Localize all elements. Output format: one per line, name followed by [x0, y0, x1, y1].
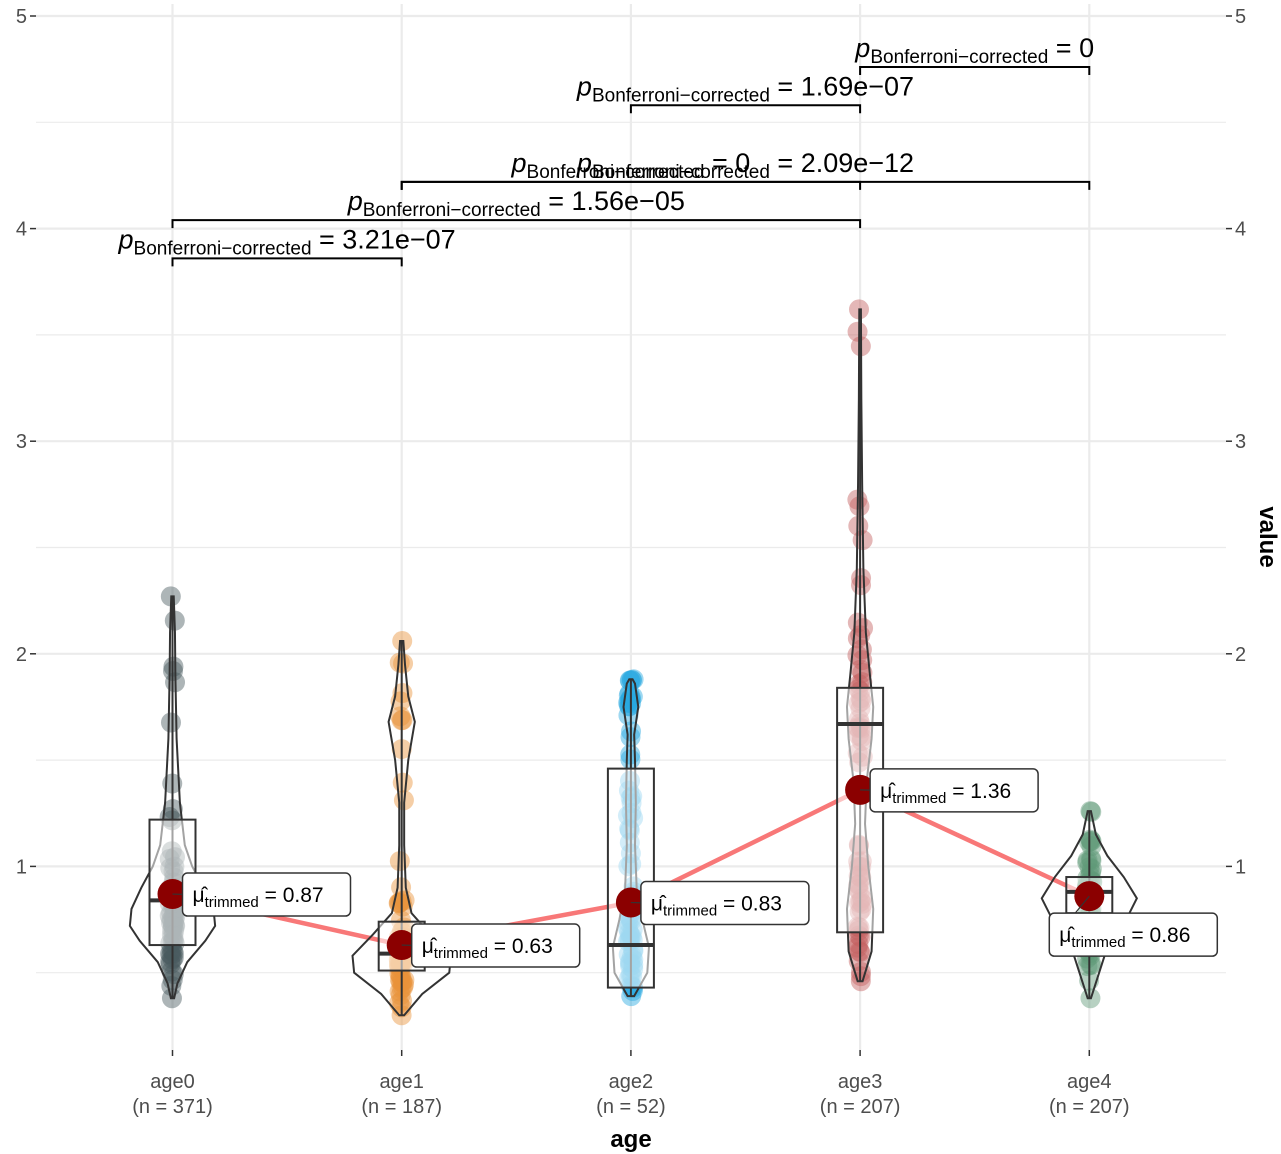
left-y-tick-label: 2 — [16, 644, 27, 666]
bracket-line — [171, 257, 403, 267]
trimmed-mean-labels: μ̂trimmed = 0.87 μ̂trimmed = 0.63 μ̂trimme… — [172, 768, 1219, 968]
right-y-tick-label: 3 — [1235, 431, 1246, 453]
y-axis-title: value — [1254, 506, 1281, 567]
trimmed-mean-label-age1: μ̂trimmed = 0.63 — [401, 923, 581, 968]
data-point — [389, 969, 410, 990]
data-point — [1077, 852, 1098, 873]
bracket-age0-age3: pBonferroni−corrected = 1.56e−05 — [171, 186, 862, 229]
data-point — [1077, 956, 1098, 977]
data-point — [619, 670, 640, 691]
data-point — [394, 974, 415, 995]
bracket-label: pBonferroni−corrected = 1.69e−07 — [576, 71, 914, 106]
data-point — [847, 937, 868, 958]
label-text: μ̂trimmed = 1.36 — [880, 780, 1011, 807]
label-text: μ̂trimmed = 0.63 — [422, 935, 553, 962]
data-point — [160, 953, 181, 974]
axes: 1 1 2 2 3 3 4 4 5 5 age0 (n = 371) age1 (n = 187) age2… — [16, 6, 1246, 1118]
groups — [128, 299, 1139, 1026]
x-tick-label: age0 — [150, 1071, 195, 1093]
data-point — [1081, 836, 1102, 857]
data-point — [392, 896, 413, 917]
bracket-line — [629, 104, 862, 114]
x-axis-title: age — [610, 1126, 651, 1153]
right-y-tick-label: 1 — [1235, 856, 1246, 878]
x-tick-count: (n = 371) — [132, 1096, 213, 1118]
data-point — [389, 981, 410, 1002]
group-age0 — [128, 586, 217, 1009]
x-tick-label: age3 — [838, 1071, 883, 1093]
x-tick-count: (n = 207) — [1049, 1096, 1130, 1118]
data-point — [390, 706, 411, 727]
trimmed-mean-label-age2: μ̂trimmed = 0.83 — [630, 880, 810, 926]
left-y-tick-label: 1 — [16, 856, 27, 878]
bracket-line — [859, 66, 1091, 76]
left-y-tick-label: 3 — [16, 431, 27, 453]
data-point — [393, 977, 414, 998]
right-y-tick-label: 5 — [1235, 6, 1246, 28]
bracket-age3-age4: pBonferroni−corrected = 0 — [854, 33, 1094, 76]
bracket-age2-age3: pBonferroni−corrected = 1.69e−07 — [576, 71, 914, 114]
x-tick-count: (n = 187) — [361, 1096, 442, 1118]
data-point — [847, 321, 868, 342]
data-point — [1081, 858, 1102, 879]
data-point — [853, 618, 874, 639]
group-age2 — [606, 669, 655, 1007]
label-text: μ̂trimmed = 0.86 — [1059, 924, 1190, 951]
label-box — [1048, 912, 1219, 957]
x-tick-count: (n = 52) — [596, 1096, 665, 1118]
data-point — [163, 947, 184, 968]
data-point — [160, 712, 181, 733]
label-box — [640, 880, 810, 926]
right-y-tick-label: 2 — [1235, 644, 1246, 666]
data-point — [847, 612, 868, 633]
data-point — [848, 934, 869, 955]
data-point — [1081, 850, 1102, 871]
bracket-label: pBonferroni−corrected = 1.56e−05 — [347, 186, 685, 221]
left-y-tick-label: 5 — [16, 6, 27, 28]
label-box — [869, 768, 1039, 813]
group-age4 — [1040, 801, 1139, 1009]
label-box — [181, 872, 352, 917]
data-point — [394, 969, 415, 990]
box — [606, 767, 655, 989]
right-y-tick-label: 4 — [1235, 219, 1246, 241]
bracket-age0-age1: pBonferroni−corrected = 3.21e−07 — [118, 224, 456, 267]
significance-brackets: pBonferroni−corrected = 3.21e−07pBonferr… — [118, 33, 1094, 267]
data-point — [394, 890, 415, 911]
data-point — [161, 961, 182, 982]
data-point — [852, 662, 873, 683]
x-tick-label: age1 — [379, 1071, 424, 1093]
data-point — [1081, 954, 1102, 975]
data-point — [1081, 848, 1102, 869]
data-point — [163, 943, 184, 964]
bracket-label: pBonferroni−corrected = 0 — [511, 148, 751, 183]
label-text: μ̂trimmed = 0.83 — [651, 893, 782, 920]
left-y-tick-label: 4 — [16, 219, 27, 241]
trimmed-mean-label-age3: μ̂trimmed = 1.36 — [860, 768, 1039, 813]
x-tick-count: (n = 207) — [820, 1096, 901, 1118]
bracket-label: pBonferroni−corrected = 2.09e−12 — [576, 148, 914, 183]
bracket-label: pBonferroni−corrected = 3.21e−07 — [118, 224, 456, 259]
label-box — [410, 923, 581, 968]
data-point — [161, 945, 182, 966]
data-point — [160, 951, 181, 972]
violin — [128, 595, 217, 1000]
bracket-line — [171, 219, 862, 229]
group-age1 — [351, 631, 452, 1026]
label-text: μ̂trimmed = 0.87 — [193, 884, 324, 911]
bracket-age1-age4: pBonferroni−corrected = 2.09e−12 — [400, 148, 1091, 190]
bracket-line — [400, 180, 1091, 190]
bracket-label: pBonferroni−corrected = 0 — [854, 33, 1094, 68]
group-age3 — [836, 299, 885, 992]
trimmed-mean-label-age4: μ̂trimmed = 0.86 — [1048, 895, 1219, 957]
trimmed-mean-label-age0: μ̂trimmed = 0.87 — [172, 872, 352, 917]
x-tick-label: age2 — [609, 1071, 654, 1093]
x-tick-label: age4 — [1067, 1071, 1112, 1093]
data-point — [160, 943, 181, 964]
data-point — [1077, 850, 1098, 871]
data-point — [1080, 954, 1101, 975]
